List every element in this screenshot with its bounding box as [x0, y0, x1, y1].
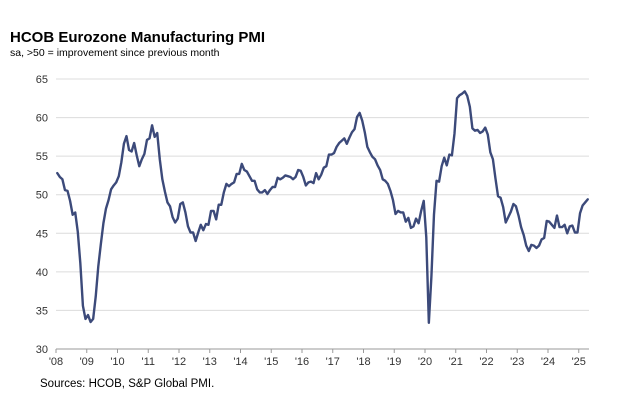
x-tick-label: '18 — [356, 356, 370, 368]
chart-title: HCOB Eurozone Manufacturing PMI — [10, 29, 265, 46]
x-tick-label: '21 — [449, 356, 463, 368]
x-tick-label: '08 — [49, 356, 63, 368]
x-tick-label: '11 — [141, 356, 155, 368]
x-tick-label: '14 — [233, 356, 247, 368]
x-tick-label: '22 — [479, 356, 493, 368]
x-tick-label: '10 — [110, 356, 124, 368]
y-axis-ticks: 65 60 55 50 45 40 35 30 — [36, 74, 48, 356]
y-tick-label: 30 — [36, 344, 48, 356]
chart-source: Sources: HCOB, S&P Global PMI. — [40, 378, 214, 390]
x-tick-label: '24 — [541, 356, 555, 368]
y-tick-label: 65 — [36, 74, 48, 86]
chart-subtitle: sa, >50 = improvement since previous mon… — [10, 47, 220, 59]
y-tick-label: 50 — [36, 190, 48, 202]
x-axis-ticks: '08 '09 '10 '11 '12 '13 '14 '15 '16 '17 '18 '19 '20 '… — [49, 349, 586, 368]
x-tick-label: '16 — [295, 356, 309, 368]
x-tick-label: '25 — [572, 356, 586, 368]
pmi-series-line — [56, 90, 589, 324]
x-tick-label: '19 — [387, 356, 401, 368]
y-tick-label: 55 — [36, 151, 48, 163]
y-tick-label: 40 — [36, 267, 48, 279]
x-tick-label: '17 — [326, 356, 340, 368]
y-tick-label: 60 — [36, 113, 48, 125]
x-tick-label: '13 — [203, 356, 217, 368]
x-tick-label: '12 — [172, 356, 186, 368]
x-tick-label: '23 — [510, 356, 524, 368]
y-tick-label: 45 — [36, 228, 48, 240]
x-tick-label: '20 — [418, 356, 432, 368]
x-tick-label: '15 — [264, 356, 278, 368]
series-layer — [56, 90, 589, 324]
grid-lines — [56, 78, 589, 350]
x-tick-label: '09 — [80, 356, 94, 368]
y-tick-label: 35 — [36, 305, 48, 317]
